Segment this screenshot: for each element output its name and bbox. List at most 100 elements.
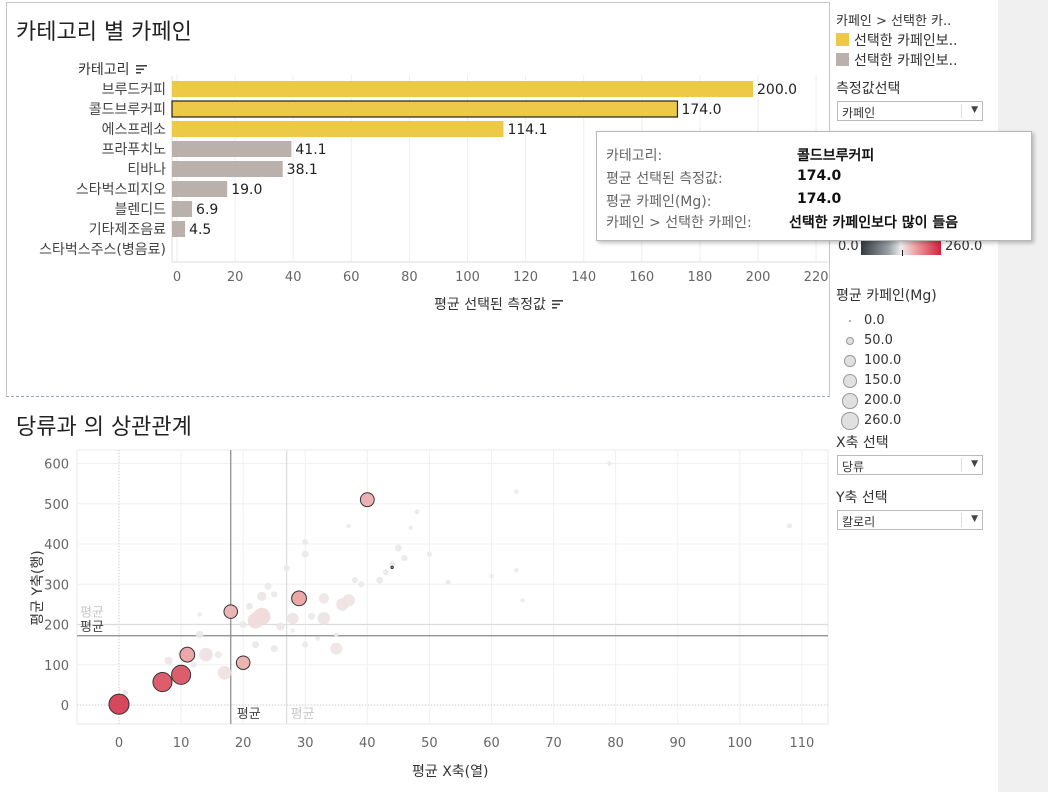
bar[interactable]: [172, 221, 186, 237]
sort-icon[interactable]: [552, 297, 564, 313]
scatter-point[interactable]: [164, 656, 173, 665]
bar[interactable]: [172, 181, 228, 197]
scatter-point[interactable]: [426, 551, 432, 557]
x-tick-label: 60: [483, 736, 500, 751]
scatter-point[interactable]: [122, 689, 129, 696]
scatter-point[interactable]: [382, 569, 390, 576]
scatter-point[interactable]: [195, 630, 204, 639]
x-tick-label: 90: [669, 736, 686, 751]
scatter-point-highlighted[interactable]: [179, 646, 196, 663]
scatter-point[interactable]: [445, 579, 451, 585]
scatter-point-highlighted[interactable]: [223, 604, 239, 619]
measure-select-dropdown[interactable]: 카페인 ▼: [837, 101, 983, 121]
scatter-point[interactable]: [217, 666, 232, 680]
color-legend-label: 선택한 카페인보..: [854, 53, 958, 69]
category-label[interactable]: 브루드커피: [102, 82, 166, 98]
category-label[interactable]: 프라푸치노: [102, 142, 167, 158]
scatter-point[interactable]: [257, 591, 267, 602]
scatter-point[interactable]: [247, 612, 264, 629]
x-axis-select-dropdown[interactable]: 당류 ▼: [837, 455, 983, 475]
bar[interactable]: [171, 100, 679, 118]
scatter-point-highlighted[interactable]: [171, 664, 192, 685]
scatter-point[interactable]: [514, 567, 519, 573]
scatter-point[interactable]: [489, 573, 494, 579]
scatter-point[interactable]: [271, 591, 278, 598]
scatter-point[interactable]: [786, 523, 792, 529]
scatter-point[interactable]: [358, 581, 365, 588]
scatter-point[interactable]: [199, 647, 213, 662]
size-legend-circle: [848, 319, 852, 323]
scatter-point[interactable]: [252, 641, 260, 649]
color-swatch: [836, 53, 849, 66]
scatter-point[interactable]: [270, 645, 278, 653]
bar[interactable]: [172, 121, 504, 137]
scatter-point[interactable]: [239, 621, 247, 628]
scatter-point[interactable]: [302, 641, 309, 648]
category-label[interactable]: 티바나: [127, 162, 166, 178]
size-legend-circle: [842, 393, 858, 409]
bar[interactable]: [172, 201, 193, 217]
scatter-y-axis-title: 평균 Y축(행): [30, 550, 46, 626]
scatter-point[interactable]: [351, 577, 358, 584]
x-tick-label: 10: [173, 736, 190, 751]
bar-x-axis-title[interactable]: 평균 선택된 측정값: [434, 294, 564, 314]
category-label[interactable]: 기타제조음료: [89, 222, 166, 238]
category-label[interactable]: 스타벅스주스(병음료): [39, 242, 166, 258]
scatter-point[interactable]: [302, 538, 309, 546]
scatter-point[interactable]: [276, 622, 285, 631]
scatter-point[interactable]: [290, 628, 296, 633]
scatter-point[interactable]: [264, 582, 272, 590]
scatter-point[interactable]: [245, 602, 253, 610]
x-tick-label: 60: [343, 270, 360, 285]
scatter-point[interactable]: [514, 489, 519, 494]
scatter-point[interactable]: [330, 642, 343, 655]
tooltip-key: 평균 카페인(Mg):: [606, 194, 712, 210]
scatter-point-highlighted[interactable]: [152, 672, 173, 693]
scatter-point[interactable]: [414, 509, 420, 515]
category-label[interactable]: 콜드브루커피: [89, 102, 166, 118]
category-label[interactable]: 에스프레소: [102, 122, 167, 138]
scatter-point[interactable]: [401, 555, 408, 562]
category-label[interactable]: 블렌디드: [114, 202, 166, 218]
x-tick-label: 120: [513, 270, 538, 285]
scatter-point[interactable]: [342, 594, 355, 607]
scatter-point[interactable]: [520, 598, 525, 603]
scatter-point[interactable]: [287, 612, 299, 625]
x-tick-label: 30: [297, 736, 314, 751]
scatter-point[interactable]: [346, 523, 351, 529]
scatter-point[interactable]: [301, 550, 309, 558]
x-tick-label: 220: [804, 270, 829, 285]
scatter-point[interactable]: [315, 636, 320, 641]
scatter-point-highlighted[interactable]: [108, 693, 130, 715]
scatter-point[interactable]: [190, 661, 197, 668]
scatter-point[interactable]: [197, 612, 202, 617]
scatter-point[interactable]: [283, 565, 290, 572]
y-tick-label: 100: [44, 659, 69, 674]
scatter-point[interactable]: [307, 612, 315, 620]
sort-icon[interactable]: [135, 62, 147, 78]
tooltip-value: 174.0: [797, 191, 842, 207]
scatter-point[interactable]: [376, 576, 384, 584]
scatter-point-highlighted[interactable]: [359, 492, 375, 508]
category-header[interactable]: 카테고리: [78, 59, 147, 79]
scatter-point[interactable]: [389, 561, 396, 568]
scatter-point[interactable]: [317, 612, 331, 625]
size-legend-circle: [841, 412, 859, 430]
scatter-point[interactable]: [408, 525, 413, 531]
scatter-point[interactable]: [394, 544, 402, 552]
scatter-point-highlighted[interactable]: [291, 590, 307, 607]
scatter-point[interactable]: [214, 651, 222, 659]
size-legend-circle: [844, 355, 856, 367]
bar[interactable]: [172, 141, 292, 157]
scatter-point[interactable]: [334, 632, 339, 637]
bar-panel-title: 카테고리 별 카페인: [16, 20, 192, 45]
category-label[interactable]: 스타벅스피지오: [76, 182, 166, 198]
y-axis-select-dropdown[interactable]: 칼로리 ▼: [837, 510, 983, 530]
bar-x-axis-title-label: 평균 선택된 측정값: [434, 297, 546, 313]
bar[interactable]: [172, 81, 753, 97]
scatter-point-highlighted[interactable]: [235, 655, 251, 671]
scatter-point[interactable]: [318, 593, 330, 604]
scatter-point[interactable]: [607, 461, 612, 466]
scatter-point-highlighted[interactable]: [390, 565, 394, 570]
bar[interactable]: [172, 161, 283, 177]
